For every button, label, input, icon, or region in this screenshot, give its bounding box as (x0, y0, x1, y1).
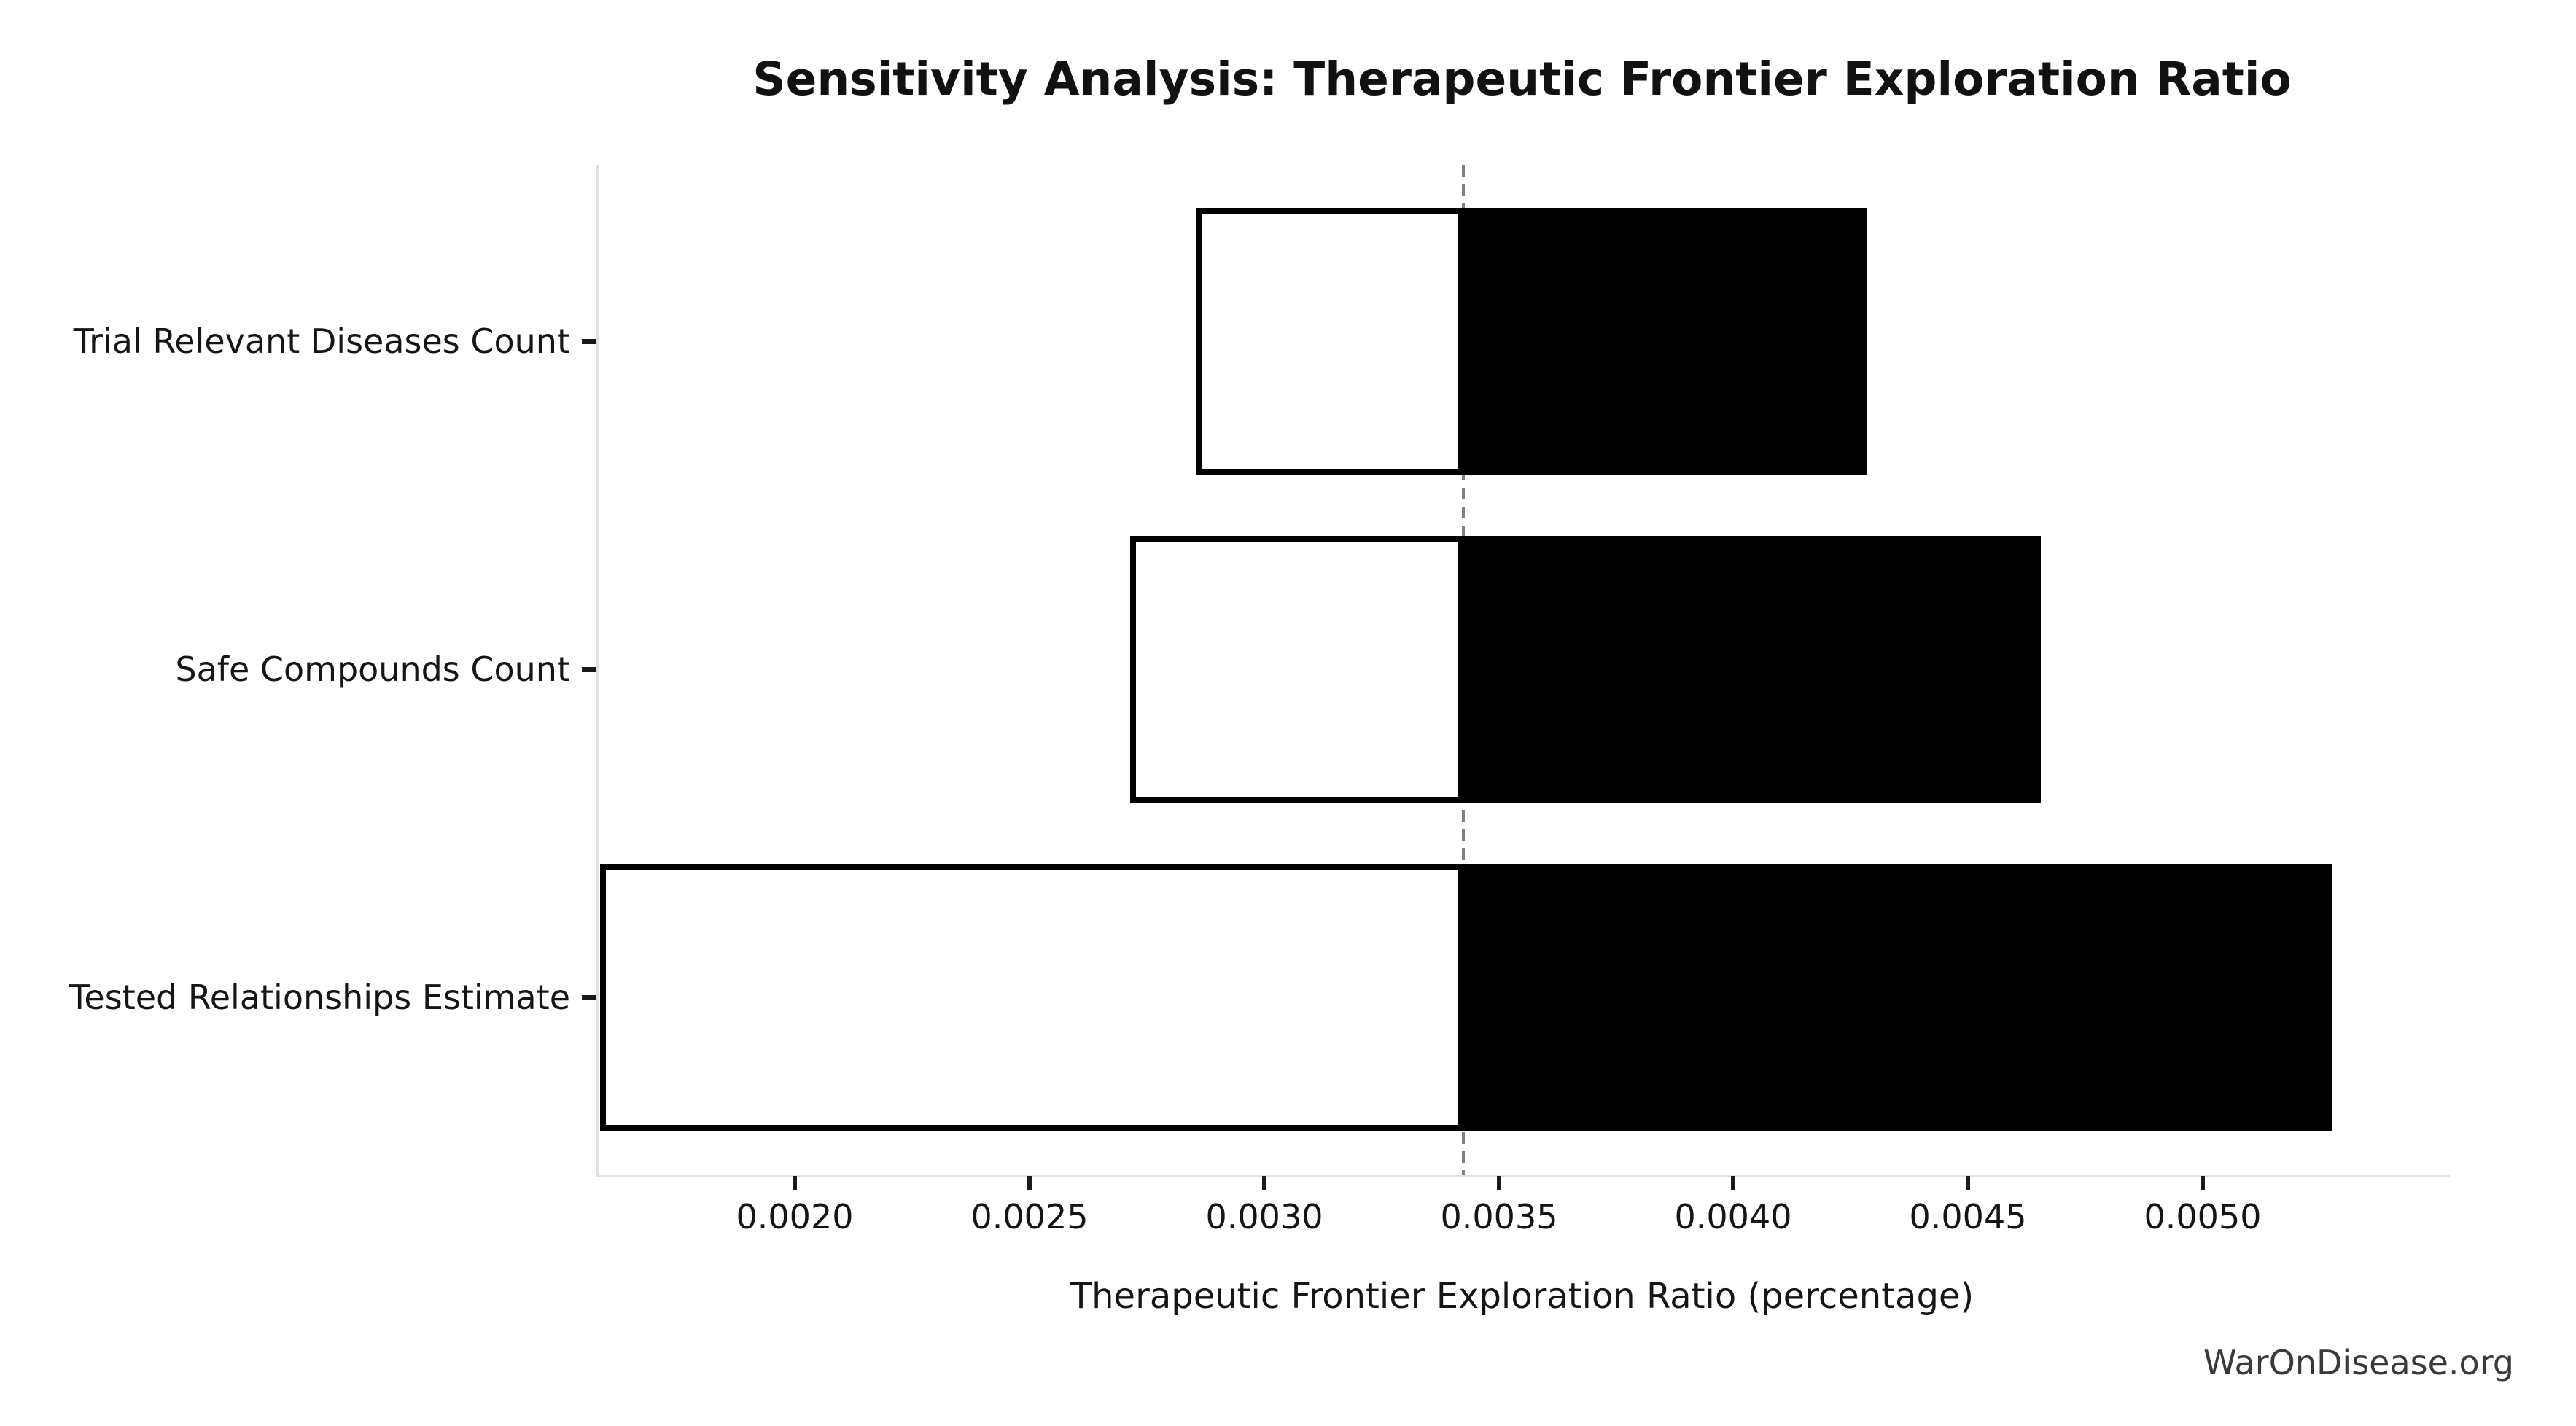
x-tick-label-4: 0.0040 (1674, 1197, 1792, 1236)
x-axis-label: Therapeutic Frontier Exploration Ratio (… (1070, 1276, 1974, 1317)
x-tick-mark-5 (1966, 1176, 1970, 1190)
watermark-text: WarOnDisease.org (2203, 1343, 2514, 1382)
y-tick-label-2: Tested Relationships Estimate (69, 978, 570, 1017)
x-tick-mark-0 (793, 1176, 797, 1190)
y-tick-label-0: Trial Relevant Diseases Count (73, 322, 570, 361)
y-tick-label-1: Safe Compounds Count (175, 650, 570, 689)
y-tick-mark-0 (582, 339, 596, 344)
x-tick-label-2: 0.0030 (1205, 1197, 1323, 1236)
bar-low-1 (1130, 536, 1463, 803)
x-tick-mark-6 (2201, 1176, 2205, 1190)
x-tick-mark-1 (1027, 1176, 1032, 1190)
bar-high-0 (1463, 208, 1867, 475)
x-tick-label-0: 0.0020 (736, 1197, 854, 1236)
x-tick-label-5: 0.0045 (1909, 1197, 2027, 1236)
bar-high-1 (1463, 536, 2041, 803)
plot-area (596, 165, 2450, 1177)
chart-title: Sensitivity Analysis: Therapeutic Fronti… (752, 52, 2292, 106)
x-tick-mark-4 (1731, 1176, 1735, 1190)
bar-low-2 (600, 864, 1463, 1131)
x-tick-label-6: 0.0050 (2144, 1197, 2262, 1236)
y-tick-mark-2 (582, 995, 596, 1000)
bar-low-0 (1196, 208, 1463, 475)
x-tick-mark-2 (1262, 1176, 1266, 1190)
x-tick-mark-3 (1497, 1176, 1501, 1190)
x-tick-label-1: 0.0025 (970, 1197, 1089, 1236)
y-tick-mark-1 (582, 667, 596, 672)
bar-high-2 (1463, 864, 2332, 1131)
x-tick-label-3: 0.0035 (1440, 1197, 1558, 1236)
